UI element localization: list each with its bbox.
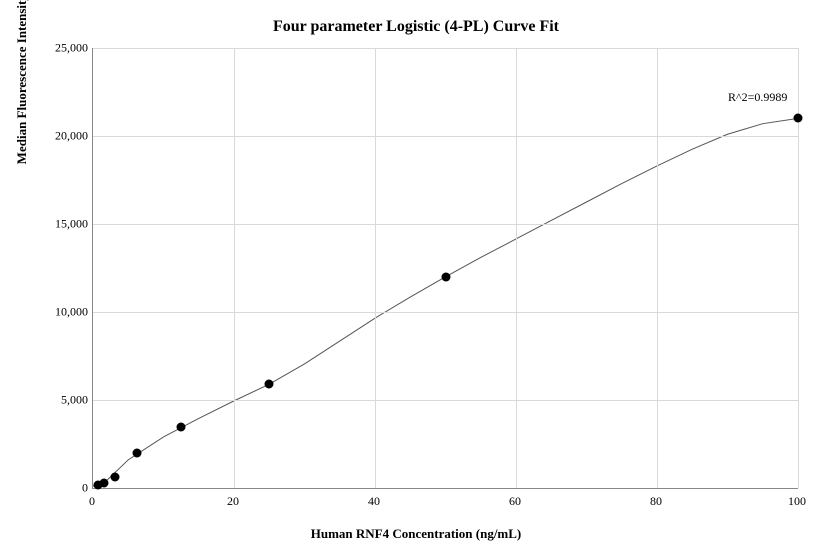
y-tick-label: 10,000 [48, 305, 88, 320]
y-tick-label: 5,000 [48, 393, 88, 408]
y-axis-label: Median Fluorescence Intensity (MFI) [14, 0, 30, 164]
x-tick-label: 60 [509, 494, 521, 509]
gridline-vertical [375, 48, 376, 488]
gridline-vertical [516, 48, 517, 488]
data-point [111, 472, 120, 481]
gridline-horizontal [93, 136, 798, 137]
y-tick-label: 15,000 [48, 217, 88, 232]
data-point [99, 478, 108, 487]
gridline-vertical [234, 48, 235, 488]
data-point [177, 423, 186, 432]
y-tick-label: 25,000 [48, 41, 88, 56]
x-tick-label: 20 [227, 494, 239, 509]
data-point [441, 272, 450, 281]
x-tick-label: 80 [650, 494, 662, 509]
r-squared-annotation: R^2=0.9989 [728, 90, 787, 105]
gridline-horizontal [93, 312, 798, 313]
x-axis-label: Human RNF4 Concentration (ng/mL) [0, 526, 832, 542]
x-tick-label: 40 [368, 494, 380, 509]
data-point [794, 114, 803, 123]
gridline-horizontal [93, 224, 798, 225]
fit-curve [93, 48, 798, 488]
gridline-vertical [657, 48, 658, 488]
chart-container: Four parameter Logistic (4-PL) Curve Fit… [0, 0, 832, 560]
x-tick-label: 0 [89, 494, 95, 509]
y-tick-label: 0 [48, 481, 88, 496]
plot-area: R^2=0.9989 [92, 48, 798, 489]
data-point [133, 448, 142, 457]
y-tick-label: 20,000 [48, 129, 88, 144]
data-point [265, 380, 274, 389]
gridline-horizontal [93, 400, 798, 401]
gridline-horizontal [93, 48, 798, 49]
chart-title: Four parameter Logistic (4-PL) Curve Fit [0, 18, 832, 36]
x-tick-label: 100 [788, 494, 806, 509]
